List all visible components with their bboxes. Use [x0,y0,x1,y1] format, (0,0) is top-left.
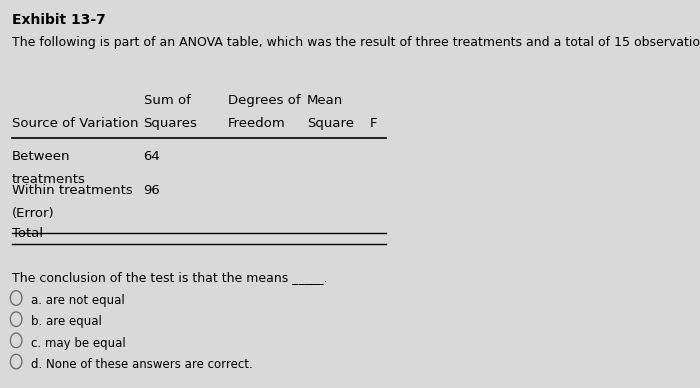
Text: Within treatments: Within treatments [12,184,133,197]
Text: Sum of: Sum of [144,94,190,107]
Text: a. are not equal: a. are not equal [31,294,125,307]
Text: c. may be equal: c. may be equal [31,336,125,350]
Text: Freedom: Freedom [228,117,286,130]
Text: (Error): (Error) [12,208,55,220]
Text: Squares: Squares [144,117,197,130]
Text: 96: 96 [144,184,160,197]
Text: Square: Square [307,117,354,130]
Text: Source of Variation: Source of Variation [12,117,139,130]
Text: Exhibit 13-7: Exhibit 13-7 [12,13,106,27]
Text: Mean: Mean [307,94,343,107]
Text: F: F [370,117,377,130]
Text: Between: Between [12,150,71,163]
Text: d. None of these answers are correct.: d. None of these answers are correct. [31,358,253,371]
Text: treatments: treatments [12,173,86,186]
Text: The following is part of an ANOVA table, which was the result of three treatment: The following is part of an ANOVA table,… [12,36,700,49]
Text: Degrees of: Degrees of [228,94,300,107]
Text: b. are equal: b. are equal [31,315,101,328]
Text: The conclusion of the test is that the means _____.: The conclusion of the test is that the m… [12,271,328,284]
Text: 64: 64 [144,150,160,163]
Text: Total: Total [12,227,43,240]
